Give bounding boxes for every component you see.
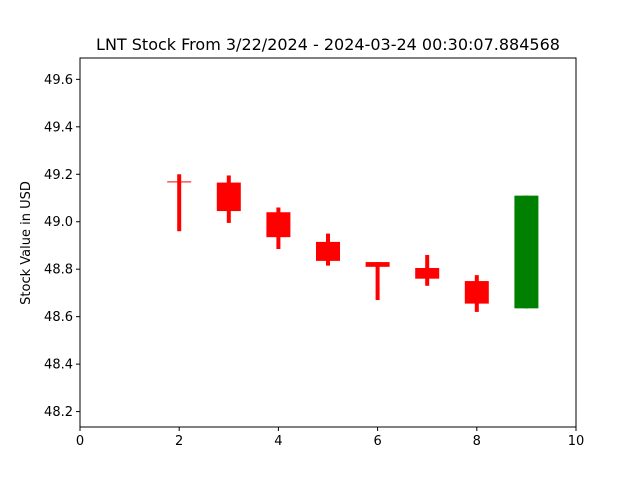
y-tick-label: 48.8: [44, 263, 73, 278]
candle-body: [415, 268, 440, 279]
x-axis: 0 2 4 6 8 10: [76, 427, 584, 449]
x-tick-label: 2: [175, 434, 183, 449]
candle-body: [514, 195, 539, 309]
y-tick-label: 49.4: [44, 120, 73, 135]
candle: [216, 175, 241, 223]
y-tick-label: 48.6: [44, 310, 73, 325]
y-tick-label: 48.2: [44, 405, 73, 420]
x-tick-label: 10: [568, 434, 585, 449]
candle: [316, 233, 340, 266]
x-tick-label: 4: [274, 434, 282, 449]
candles-group: [167, 174, 539, 312]
plot-frame: [79, 57, 577, 428]
y-axis: 48.2 48.4 48.6 48.8 49.0 49.2 49.4 49.6: [44, 73, 80, 420]
candle-body: [464, 281, 489, 304]
candle-wick: [177, 174, 182, 232]
candle: [464, 275, 489, 312]
x-tick-label: 0: [76, 434, 84, 449]
x-tick-label: 8: [473, 434, 481, 449]
candle-body: [266, 212, 291, 238]
y-tick-label: 49.2: [44, 168, 73, 183]
candle: [415, 254, 440, 286]
chart-title: LNT Stock From 3/22/2024 - 2024-03-24 00…: [96, 35, 560, 54]
candle-wick: [375, 262, 380, 301]
candle: [365, 262, 390, 301]
candle: [514, 195, 539, 309]
candle-body: [216, 182, 241, 212]
y-axis-label: Stock Value in USD: [19, 181, 34, 305]
candle: [167, 174, 192, 232]
candle-body: [167, 181, 192, 183]
y-tick-label: 49.0: [44, 215, 73, 230]
candle-body: [316, 241, 340, 261]
candle: [266, 207, 291, 250]
y-tick-label: 48.4: [44, 358, 73, 373]
y-tick-label: 49.6: [44, 73, 73, 88]
candle-body: [365, 262, 390, 267]
x-tick-label: 6: [373, 434, 381, 449]
